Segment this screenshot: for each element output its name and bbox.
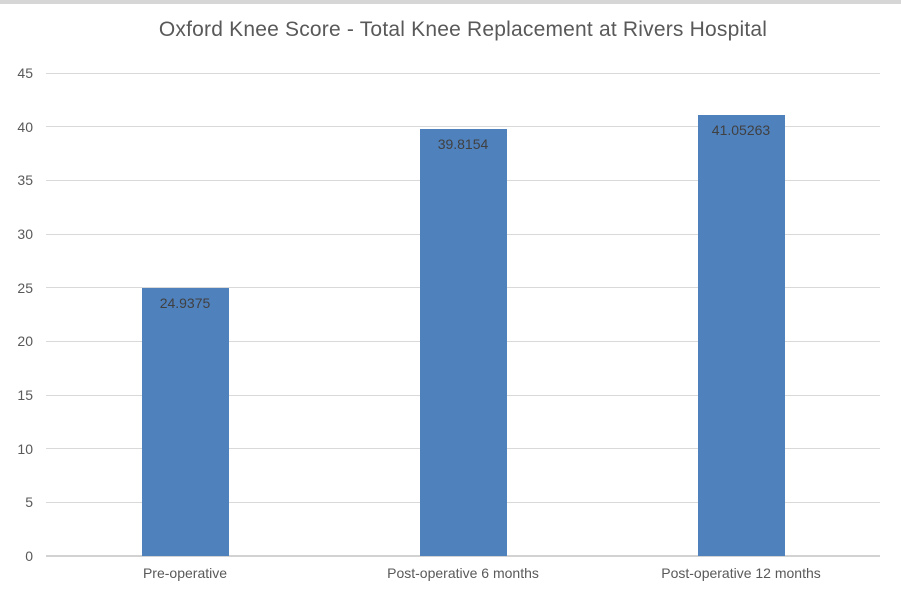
y-tick-label: 45 <box>17 65 33 81</box>
y-tick-label: 15 <box>17 387 33 403</box>
data-label: 24.9375 <box>159 295 211 312</box>
y-tick-label: 5 <box>25 494 33 511</box>
bar-3: 41.05263 <box>697 115 785 556</box>
y-tick-label: 20 <box>17 333 33 350</box>
category-label: Post-operative 6 months <box>387 565 539 581</box>
data-label: 41.05263 <box>711 122 771 139</box>
y-tick-label: 25 <box>17 279 33 296</box>
bar-1: 24.9375 <box>141 288 229 556</box>
y-tick-label: 30 <box>17 226 33 242</box>
chart-title: Oxford Knee Score - Total Knee Replaceme… <box>158 18 768 41</box>
bar-2: 39.8154 <box>419 128 507 556</box>
gridline <box>46 126 880 128</box>
category-label: Post-operative 12 months <box>661 565 821 581</box>
y-tick-label: 0 <box>25 548 33 564</box>
data-label: 39.8154 <box>437 135 489 152</box>
y-tick-label: 35 <box>17 172 33 189</box>
window-edge-strip <box>0 0 901 4</box>
plot-area: 24.9375 39.8154 41.05263 <box>46 72 880 557</box>
gridline <box>46 72 880 74</box>
category-label: Pre-operative <box>142 565 228 581</box>
y-tick-label: 10 <box>17 440 33 457</box>
x-axis-baseline <box>46 555 880 557</box>
y-tick-label: 40 <box>17 118 33 135</box>
